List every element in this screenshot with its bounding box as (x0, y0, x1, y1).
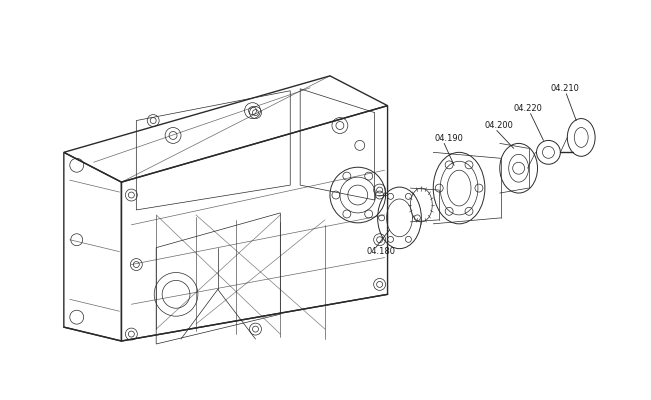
Text: 04.180: 04.180 (367, 247, 396, 256)
Text: 04.210: 04.210 (551, 84, 579, 93)
Text: 04.190: 04.190 (434, 134, 463, 143)
Text: 04.220: 04.220 (514, 104, 542, 113)
Text: 04.200: 04.200 (485, 121, 514, 130)
